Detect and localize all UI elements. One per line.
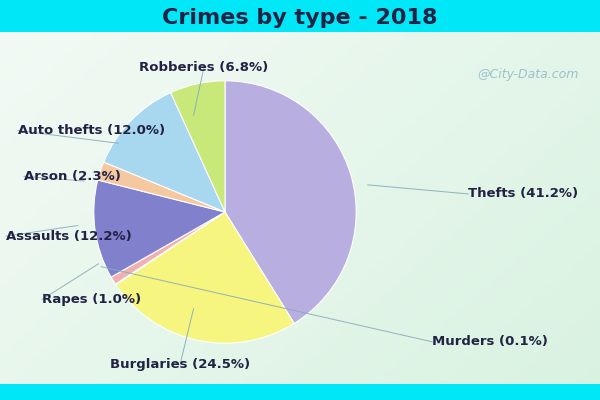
Wedge shape [116,212,294,343]
Text: Murders (0.1%): Murders (0.1%) [432,335,548,348]
Wedge shape [225,81,356,324]
Text: Burglaries (24.5%): Burglaries (24.5%) [110,358,250,371]
Text: Assaults (12.2%): Assaults (12.2%) [6,230,132,243]
Text: Rapes (1.0%): Rapes (1.0%) [42,293,141,306]
Wedge shape [104,92,225,212]
Wedge shape [115,212,225,285]
Wedge shape [170,81,225,212]
Text: Arson (2.3%): Arson (2.3%) [24,170,121,183]
Wedge shape [111,212,225,284]
Text: @City-Data.com: @City-Data.com [478,68,578,81]
Text: Auto thefts (12.0%): Auto thefts (12.0%) [18,124,165,137]
Text: Robberies (6.8%): Robberies (6.8%) [139,61,269,74]
Text: Thefts (41.2%): Thefts (41.2%) [468,188,578,200]
Wedge shape [98,162,225,212]
Text: Crimes by type - 2018: Crimes by type - 2018 [162,8,438,28]
Wedge shape [94,180,225,277]
